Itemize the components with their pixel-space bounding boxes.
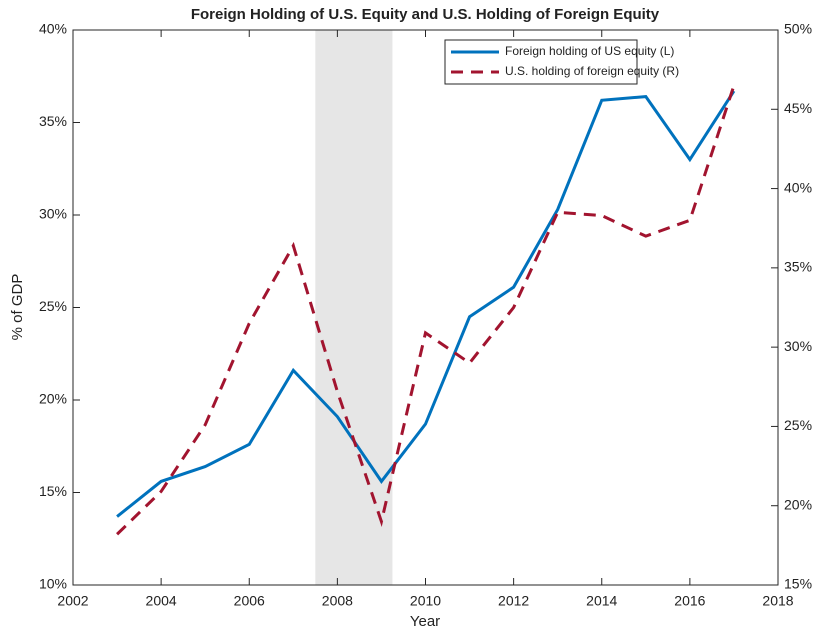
y-tick-label: 30%: [39, 206, 67, 222]
y-tick-label: 10%: [39, 576, 67, 592]
shaded-band: [315, 30, 393, 585]
series-line: [116, 85, 736, 536]
y-tick-label: 20%: [39, 391, 67, 407]
chart-title: Foreign Holding of U.S. Equity and U.S. …: [191, 6, 660, 23]
y-axis-label: % of GDP: [9, 274, 26, 341]
y2-tick-label: 30%: [784, 338, 812, 354]
y2-tick-label: 40%: [784, 179, 812, 195]
x-tick-label: 2012: [498, 593, 529, 609]
y-tick-label: 40%: [39, 21, 67, 37]
x-tick-label: 2004: [146, 593, 177, 609]
y2-tick-label: 35%: [784, 259, 812, 275]
y2-tick-label: 50%: [784, 21, 812, 37]
x-tick-label: 2006: [234, 593, 265, 609]
series-line: [116, 90, 736, 518]
x-tick-label: 2018: [762, 593, 793, 609]
legend-box: [444, 39, 638, 85]
x-axis-label: Year: [410, 613, 440, 630]
y2-tick-label: 15%: [784, 576, 812, 592]
y2-tick-label: 20%: [784, 496, 812, 512]
y2-tick-label: 45%: [784, 100, 812, 116]
legend-label: Foreign holding of US equity (L): [505, 44, 674, 58]
x-tick-label: 2014: [586, 593, 617, 609]
y-tick-label: 15%: [39, 483, 67, 499]
y-tick-label: 25%: [39, 298, 67, 314]
y2-tick-label: 25%: [784, 417, 812, 433]
x-tick-label: 2016: [674, 593, 705, 609]
x-tick-label: 2008: [322, 593, 353, 609]
x-tick-label: 2010: [410, 593, 441, 609]
legend-label: U.S. holding of foreign equity (R): [505, 64, 679, 78]
x-tick-label: 2002: [57, 593, 88, 609]
y-tick-label: 35%: [39, 113, 67, 129]
